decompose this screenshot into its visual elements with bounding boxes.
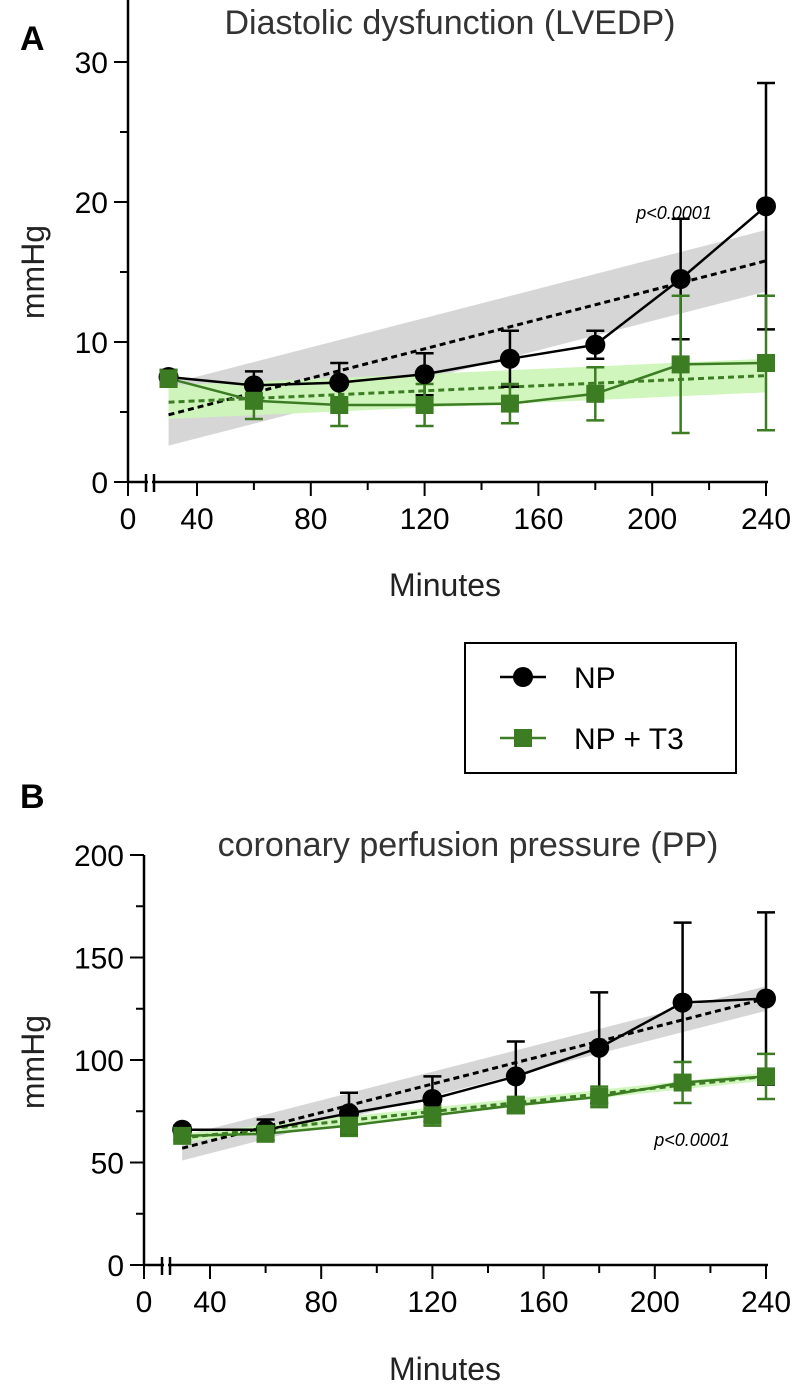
data-point-np — [505, 1066, 526, 1087]
y-tick-label: 0 — [91, 467, 108, 500]
y-tick-label: 150 — [74, 943, 124, 976]
fit-line-np-t3 — [182, 1074, 767, 1140]
panel-a-plot: 0 10 20 30 0 40 80 120 160 200 240 — [75, 0, 791, 536]
data-point-np-t3 — [671, 355, 690, 374]
data-point-np — [589, 1037, 610, 1058]
y-tick-label: 10 — [75, 327, 108, 360]
panel-letter-b: B — [20, 778, 45, 816]
series-line-np-t3 — [168, 361, 767, 407]
x-tick-label: 200 — [630, 1286, 680, 1319]
x-tick-label: 40 — [180, 503, 213, 536]
y-tick-label: 30 — [75, 47, 108, 80]
data-point-np — [670, 269, 691, 289]
x-tick-label: 0 — [120, 503, 137, 536]
y-tick-label: 100 — [74, 1045, 124, 1078]
data-point-np — [243, 375, 264, 396]
legend-np-marker — [513, 667, 533, 687]
legend-np-label: NP — [574, 662, 616, 695]
series-line-np — [182, 997, 767, 1131]
y-tick-label: 0 — [107, 1250, 124, 1283]
data-point-np-t3 — [757, 1067, 775, 1086]
x-axis-break-gap — [164, 1262, 168, 1268]
x-tick-label: 40 — [193, 1286, 226, 1319]
data-point-np-t3 — [586, 384, 605, 403]
legend: NP NP + T3 — [464, 642, 737, 774]
data-point-np-t3 — [673, 1073, 692, 1092]
data-point-np-t3 — [757, 354, 775, 372]
legend-item-np-t3: NP + T3 — [500, 723, 684, 756]
x-tick-label: 80 — [294, 503, 327, 536]
data-point-np — [756, 196, 776, 217]
panel-a-x-axis-label: Minutes — [389, 567, 501, 603]
panel-b-y-axis-label: mmHg — [15, 1015, 51, 1109]
panel-letter-a: A — [20, 20, 45, 58]
panel-a-p-value: p<0.0001 — [635, 203, 712, 223]
y-tick-label: 50 — [91, 1148, 124, 1181]
x-tick-label: 240 — [741, 503, 791, 536]
data-point-np-t3 — [330, 396, 349, 414]
x-tick-label: 120 — [400, 503, 450, 536]
x-tick-label: 160 — [519, 1286, 569, 1319]
data-point-np-t3 — [244, 391, 263, 410]
panel-a-title: Diastolic dysfunction (LVEDP) — [225, 4, 676, 42]
panel-b-p-value: p<0.0001 — [653, 1130, 730, 1150]
data-point-np — [414, 364, 435, 385]
data-point-np-t3 — [415, 396, 434, 414]
series-line-np-t3 — [182, 1075, 767, 1138]
y-tick-label: 20 — [75, 187, 108, 220]
data-point-np — [499, 348, 520, 369]
data-point-np-t3 — [159, 369, 178, 388]
series-line-np — [168, 205, 767, 387]
data-point-np — [329, 372, 350, 393]
x-tick-label: 0 — [136, 1286, 153, 1319]
legend-np-t3-marker — [514, 729, 532, 747]
x-tick-label: 80 — [305, 1286, 338, 1319]
fit-line-np — [168, 259, 767, 417]
data-point-np — [585, 334, 606, 355]
x-tick-label: 200 — [627, 503, 677, 536]
x-tick-label: 240 — [741, 1286, 791, 1319]
data-point-np-t3 — [173, 1126, 192, 1145]
panel-b-x-axis-label: Minutes — [389, 1351, 501, 1386]
data-point-np-t3 — [590, 1087, 609, 1106]
data-point-np — [422, 1088, 443, 1109]
legend-np-t3-label: NP + T3 — [574, 723, 684, 756]
data-point-np — [672, 992, 693, 1013]
panel-b-title: coronary perfusion pressure (PP) — [218, 826, 719, 864]
legend-item-np: NP — [500, 662, 616, 695]
x-tick-label: 120 — [407, 1286, 457, 1319]
y-tick-label: 200 — [74, 840, 124, 873]
panel-a-y-axis-label: mmHg — [15, 225, 51, 319]
data-point-np — [756, 988, 776, 1009]
fit-line-np — [181, 997, 767, 1150]
x-axis-break-gap — [148, 479, 152, 485]
data-point-np-t3 — [506, 1096, 525, 1115]
x-tick-label: 160 — [513, 503, 563, 536]
data-point-np-t3 — [500, 394, 519, 413]
legend-box — [464, 642, 737, 774]
data-point-np-t3 — [256, 1124, 275, 1143]
data-point-np-t3 — [340, 1116, 358, 1135]
panel-b-plot: 0 50 100 150 200 0 40 80 120 160 200 240 — [74, 840, 791, 1319]
data-point-np-t3 — [423, 1106, 442, 1125]
